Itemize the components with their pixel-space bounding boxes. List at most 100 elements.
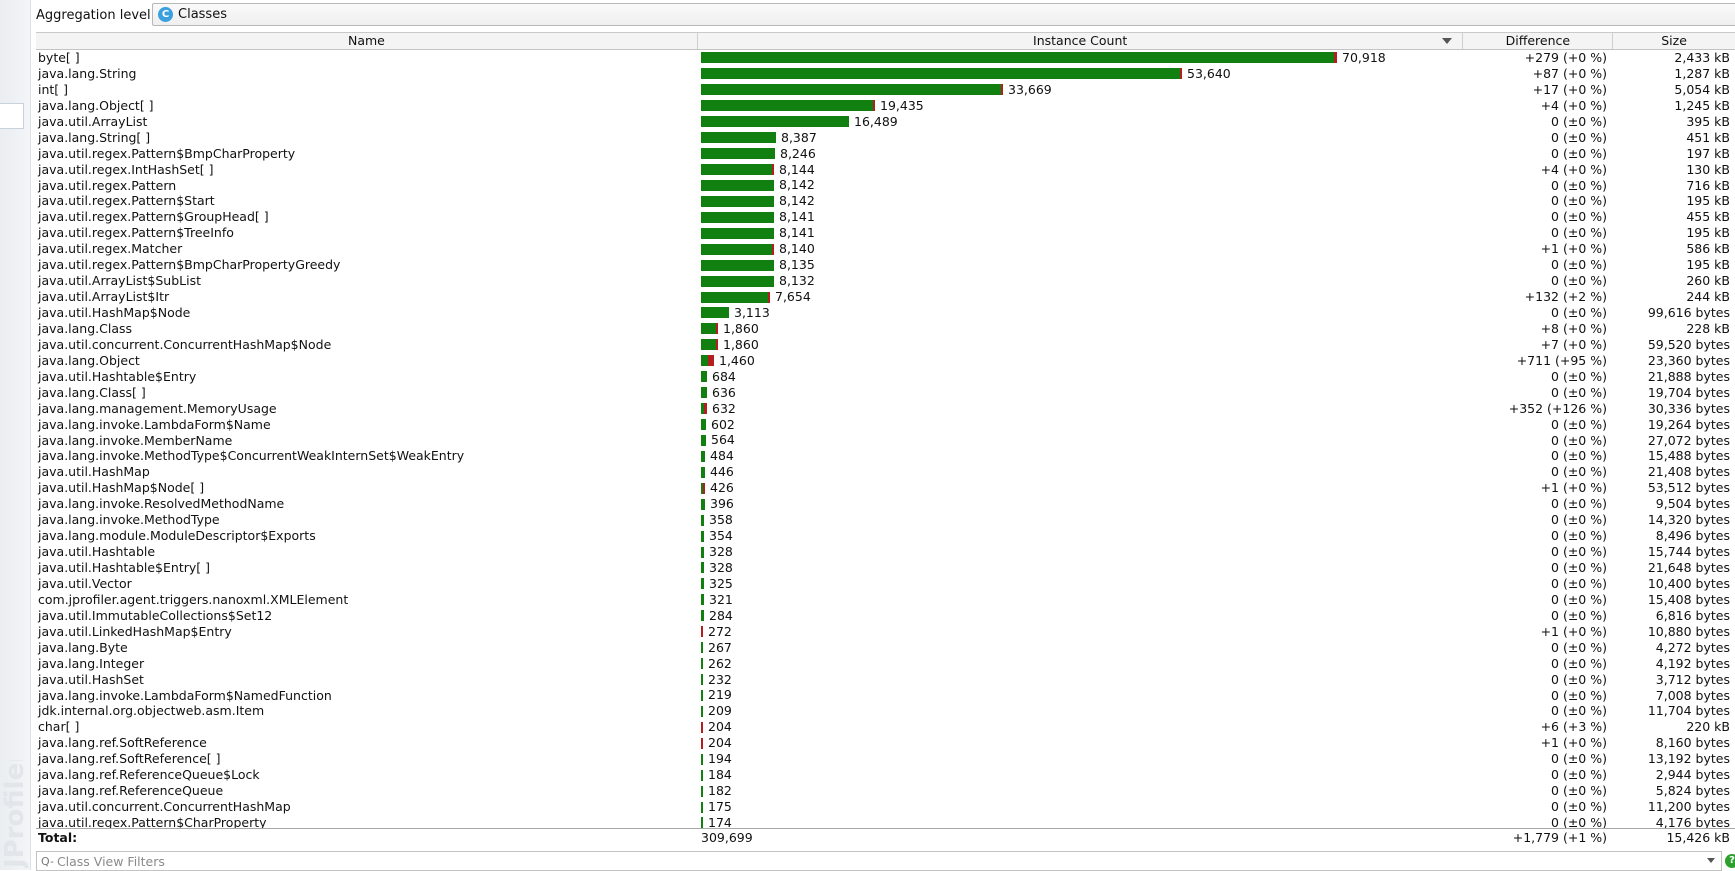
instance-count-bar <box>701 132 776 144</box>
side-panel-tab[interactable] <box>0 103 24 129</box>
size-value: 8,496 bytes <box>1655 528 1730 544</box>
instance-count-cell: 204 <box>698 719 1464 735</box>
table-row[interactable]: java.lang.ref.ReferenceQueue$Lock 184 0 (±… <box>36 767 1735 783</box>
instance-count-value: 8,141 <box>779 225 815 241</box>
difference-value: 0 (±0 %) <box>1551 193 1607 209</box>
size-value: 716 kB <box>1686 177 1730 193</box>
instance-count-value: 8,135 <box>779 257 815 273</box>
table-row[interactable]: java.util.Vector 325 0 (±0 %) 10,400 bytes <box>36 576 1735 592</box>
table-row[interactable]: jdk.internal.org.objectweb.asm.Item 209 0 … <box>36 703 1735 719</box>
difference-value: +6 (+3 %) <box>1540 719 1607 735</box>
instance-count-cell: 354 <box>698 528 1464 544</box>
instance-count-cell: 272 <box>698 624 1464 640</box>
difference-value: 0 (±0 %) <box>1551 209 1607 225</box>
table-row[interactable]: java.util.LinkedHashMap$Entry 272 +1 (+0 %… <box>36 624 1735 640</box>
table-row[interactable]: java.lang.ref.ReferenceQueue 182 0 (±0 %) 5… <box>36 783 1735 799</box>
table-row[interactable]: java.util.ImmutableCollections$Set12 284 0… <box>36 608 1735 624</box>
instance-count-value: 426 <box>710 480 734 496</box>
instance-count-value: 3,113 <box>734 304 770 320</box>
size-value: 2,944 bytes <box>1655 767 1730 783</box>
class-icon: C <box>158 7 173 22</box>
instance-difference-bar <box>701 737 703 749</box>
column-header-size[interactable]: Size <box>1661 33 1687 48</box>
aggregation-level-select[interactable]: C Classes <box>152 3 1735 26</box>
difference-value: 0 (±0 %) <box>1551 528 1607 544</box>
instance-count-cell: 426 <box>698 480 1464 496</box>
table-row[interactable]: java.lang.Byte 267 0 (±0 %) 4,272 bytes <box>36 640 1735 656</box>
instance-count-cell: 8,140 <box>698 241 1464 257</box>
table-row[interactable]: java.lang.Class[ ] 636 0 (±0 %) 19,704 byte… <box>36 385 1735 401</box>
table-row[interactable]: java.lang.String 53,640 +87 (+0 %) 1,287 kB <box>36 66 1735 82</box>
class-view-filter-input[interactable]: Q- Class View Filters <box>36 851 1722 871</box>
table-row[interactable]: java.lang.ref.SoftReference 204 +1 (+0 %) 8… <box>36 735 1735 751</box>
table-row[interactable]: java.util.regex.Pattern$BmpCharPropertyG… <box>36 257 1735 273</box>
table-row[interactable]: java.util.regex.Pattern$GroupHead[ ] 8,14… <box>36 209 1735 225</box>
table-row[interactable]: java.util.ArrayList$Itr 7,654 +132 (+2 %) 2… <box>36 289 1735 305</box>
table-row[interactable]: java.lang.Class 1,860 +8 (+0 %) 228 kB <box>36 321 1735 337</box>
table-row[interactable]: char[ ] 204 +6 (+3 %) 220 kB <box>36 719 1735 735</box>
chevron-down-icon[interactable] <box>1707 858 1715 863</box>
class-name: java.util.concurrent.ConcurrentHashMap <box>38 799 291 815</box>
table-row[interactable]: java.lang.Integer 262 0 (±0 %) 4,192 bytes <box>36 656 1735 672</box>
class-name: java.util.ArrayList <box>38 113 148 129</box>
table-row[interactable]: java.lang.invoke.MemberName 564 0 (±0 %) 27… <box>36 432 1735 449</box>
table-row[interactable]: java.util.HashSet 232 0 (±0 %) 3,712 bytes <box>36 672 1735 688</box>
instance-difference-bar <box>1001 84 1003 96</box>
column-header-instance-count[interactable]: Instance Count <box>698 33 1464 49</box>
table-row[interactable]: java.lang.management.MemoryUsage 632 +352 … <box>36 401 1735 417</box>
table-row[interactable]: com.jprofiler.agent.triggers.nanoxml.XML… <box>36 592 1735 608</box>
table-row[interactable]: java.util.regex.Pattern$Start 8,142 0 (±0 … <box>36 193 1735 209</box>
table-row[interactable]: java.lang.invoke.MethodType$ConcurrentWe… <box>36 448 1735 464</box>
table-row[interactable]: java.util.regex.Pattern$TreeInfo 8,141 0 (… <box>36 225 1735 241</box>
table-row[interactable]: java.util.concurrent.ConcurrentHashMap 17… <box>36 799 1735 815</box>
table-row[interactable]: java.lang.String[ ] 8,387 0 (±0 %) 451 kB <box>36 130 1735 146</box>
table-row[interactable]: java.lang.invoke.MethodType 358 0 (±0 %) 14… <box>36 512 1735 528</box>
table-row[interactable]: java.util.HashMap$Node 3,113 0 (±0 %) 99,61… <box>36 305 1735 321</box>
instance-count-cell: 3,113 <box>698 305 1464 321</box>
table-row[interactable]: java.util.ArrayList 16,489 0 (±0 %) 395 kB <box>36 114 1735 130</box>
help-icon[interactable]: ? <box>1725 854 1735 868</box>
difference-value: +279 (+0 %) <box>1524 50 1607 65</box>
table-row[interactable]: int[ ] 33,669 +17 (+0 %) 5,054 kB <box>36 82 1735 98</box>
table-row[interactable]: java.lang.ref.SoftReference[ ] 194 0 (±0 %… <box>36 751 1735 767</box>
table-row[interactable]: java.util.regex.Pattern 8,142 0 (±0 %) 716 … <box>36 177 1735 194</box>
table-row[interactable]: java.util.regex.Matcher 8,140 +1 (+0 %) 586… <box>36 241 1735 257</box>
table-row[interactable]: java.util.Hashtable$Entry[ ] 328 0 (±0 %) 2… <box>36 560 1735 576</box>
column-header-name[interactable]: Name <box>36 33 698 49</box>
table-row[interactable]: java.lang.invoke.LambdaForm$NamedFunctio… <box>36 687 1735 704</box>
size-value: 27,072 bytes <box>1647 432 1730 448</box>
table-row[interactable]: java.lang.module.ModuleDescriptor$Export… <box>36 528 1735 544</box>
size-value: 3,712 bytes <box>1655 671 1730 687</box>
size-value: 7,008 bytes <box>1655 687 1730 703</box>
size-value: 195 kB <box>1686 225 1730 241</box>
class-name: com.jprofiler.agent.triggers.nanoxml.XML… <box>38 591 349 607</box>
table-row[interactable]: java.util.regex.Pattern$CharProperty 174 0… <box>36 815 1735 831</box>
table-row[interactable]: java.util.HashMap 446 0 (±0 %) 21,408 bytes <box>36 464 1735 480</box>
table-row[interactable]: java.util.concurrent.ConcurrentHashMap$N… <box>36 337 1735 353</box>
table-row[interactable]: java.util.Hashtable$Entry 684 0 (±0 %) 21,8… <box>36 369 1735 385</box>
table-row[interactable]: java.lang.invoke.ResolvedMethodName 396 0 … <box>36 496 1735 512</box>
instance-count-cell: 219 <box>698 687 1464 704</box>
table-row[interactable]: java.util.ArrayList$SubList 8,132 0 (±0 %)… <box>36 273 1735 289</box>
instance-count-bar <box>701 387 707 399</box>
table-row[interactable]: java.util.Hashtable 328 0 (±0 %) 15,744 byt… <box>36 544 1735 560</box>
table-row[interactable]: java.lang.invoke.LambdaForm$Name 602 0 (±0… <box>36 417 1735 433</box>
size-value: 11,704 bytes <box>1647 703 1730 719</box>
table-row[interactable]: java.util.HashMap$Node[ ] 426 +1 (+0 %) 53,… <box>36 480 1735 496</box>
instance-count-value: 267 <box>708 639 732 655</box>
instance-count-bar <box>701 434 706 446</box>
instance-count-value: 8,141 <box>779 209 815 225</box>
table-row[interactable]: java.util.regex.Pattern$BmpCharProperty 8… <box>36 146 1735 162</box>
table-row[interactable]: byte[ ] 70,918 +279 (+0 %) 2,433 kB <box>36 50 1735 66</box>
class-name: java.lang.invoke.ResolvedMethodName <box>38 496 285 512</box>
instance-count-value: 1,860 <box>723 336 759 352</box>
table-row[interactable]: java.lang.Object[ ] 19,435 +4 (+0 %) 1,245 … <box>36 98 1735 114</box>
instance-count-bar <box>701 578 704 590</box>
size-value: 53,512 bytes <box>1647 480 1730 496</box>
instance-count-cell: 182 <box>698 783 1464 799</box>
difference-value: 0 (±0 %) <box>1551 273 1607 289</box>
table-row[interactable]: java.util.regex.IntHashSet[ ] 8,144 +4 (+0… <box>36 162 1735 178</box>
column-header-difference[interactable]: Difference <box>1463 33 1614 49</box>
instance-count-value: 328 <box>709 544 733 560</box>
table-row[interactable]: java.lang.Object 1,460 +711 (+95 %) 23,360 … <box>36 353 1735 369</box>
